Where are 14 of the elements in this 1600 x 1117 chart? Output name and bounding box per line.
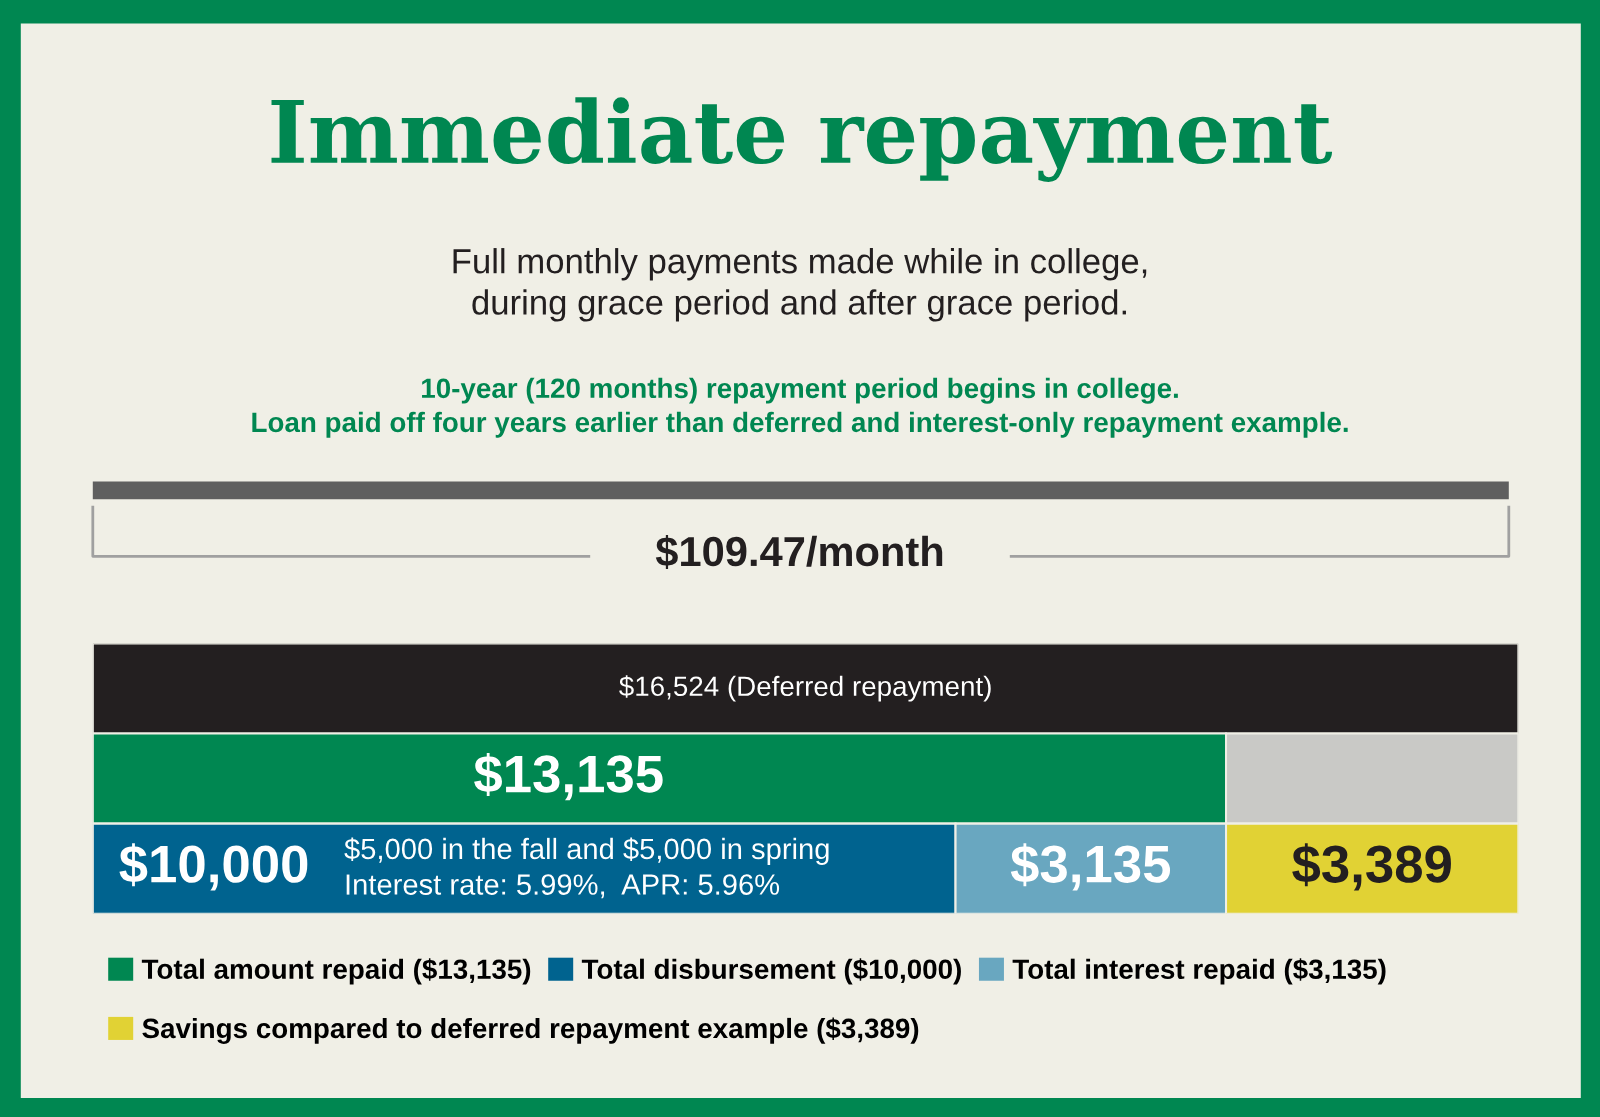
data-label: $13,135 (474, 753, 663, 801)
legend-label: Total amount repaid ($13,135) (141, 958, 531, 985)
legend-label: Total interest repaid ($3,135) (1012, 958, 1386, 985)
chart-title: Immediate repayment (271, 97, 1333, 182)
data-label: $16,524 (Deferred repayment) (619, 675, 991, 702)
annotation: $5,000 in the fall and $5,000 in spring Interest rate: 5.99%, APR: 5.96% (344, 837, 829, 899)
chart-subtitle: Full monthly payments made while in college, during grace period and after grace period. (453, 248, 1147, 322)
data-label: $3,389 (1292, 843, 1451, 891)
data-label: $10,000 (119, 843, 308, 891)
text: 10-year (120 months) repayment period begins in college. Loan paid off four years earlier than deferred and interest-only repayment example. (252, 377, 1348, 438)
text: $109.47/month (655, 535, 943, 570)
legend-label: Savings compared to deferred repayment example ($3,389) (142, 1017, 919, 1044)
data-label: $3,135 (1010, 843, 1171, 891)
legend-label: Total disbursement ($10,000) (581, 958, 961, 985)
